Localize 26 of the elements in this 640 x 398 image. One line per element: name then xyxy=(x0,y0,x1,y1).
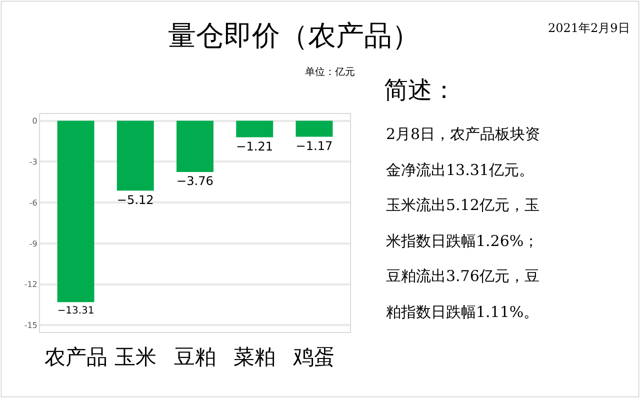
data-label: −1.17 xyxy=(296,138,333,153)
x-tick-label: 农产品 xyxy=(44,345,108,370)
text: 2021年2月9日 xyxy=(548,21,630,35)
y-tick-label: -6 xyxy=(29,198,38,208)
chart-subtitle: 单位：亿元 xyxy=(305,66,355,78)
y-tick-label: -9 xyxy=(29,239,38,248)
y-tick-label: -12 xyxy=(24,280,38,290)
text: 玉米流出5.12亿元，玉 xyxy=(386,196,540,214)
chart-title: 量仓即价（农产品） xyxy=(168,19,420,52)
text: 米指数日跌幅1.26%； xyxy=(386,232,539,250)
data-label: −1.21 xyxy=(236,140,274,154)
x-tick-label: 菜粕 xyxy=(234,345,276,370)
text: 简述： xyxy=(384,76,456,104)
text: 2月8日，农产品板块资 xyxy=(386,125,540,143)
x-tick-label: 豆粕 xyxy=(174,345,216,370)
data-label: −3.76 xyxy=(176,174,214,188)
y-tick-label: 0 xyxy=(32,116,38,126)
x-tick-label: 玉米 xyxy=(114,345,156,370)
text: 金净流出13.31亿元。 xyxy=(386,161,534,179)
data-label: −5.12 xyxy=(116,192,154,207)
x-tick-label: 鸡蛋 xyxy=(292,345,336,370)
data-label: −13.31 xyxy=(57,306,94,317)
y-tick-label: -15 xyxy=(24,320,38,330)
y-tick-label: -3 xyxy=(29,157,38,166)
text: 豆粕流出3.76亿元，豆 xyxy=(386,267,540,285)
text: 粕指数日跌幅1.11%。 xyxy=(386,303,539,321)
